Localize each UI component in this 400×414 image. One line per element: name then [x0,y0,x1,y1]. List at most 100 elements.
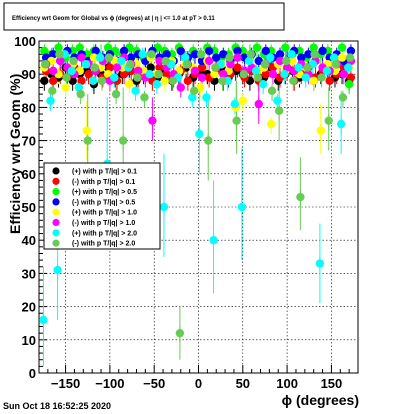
data-point [103,43,113,52]
data-point [81,60,91,69]
data-point [88,76,98,86]
legend-label: (-) with p T/|q| > 0.5 [72,199,135,206]
data-point [48,50,58,59]
data-point [176,83,185,92]
data-point [331,60,341,69]
data-point [147,50,156,59]
data-point [324,116,333,125]
data-point [104,53,114,62]
timestamp-footer: Sun Oct 18 16:52:25 2020 [3,401,111,411]
data-point [318,46,327,56]
data-point [344,63,353,72]
data-point [125,79,134,89]
data-point [75,43,84,52]
x-tick-label: 150 [321,376,343,391]
y-tick-label: 60 [22,167,36,182]
data-point [288,56,297,66]
data-point [138,50,147,59]
data-point [266,53,275,62]
data-point [252,43,262,52]
legend-marker [52,229,60,237]
legend-label: (-) with p T/|q| > 2.0 [72,241,135,248]
data-point [197,63,207,72]
data-point [159,202,169,212]
data-point [315,259,325,268]
legend-label: (+) with p T/|q| > 1.0 [72,210,137,217]
data-point [233,63,242,72]
legend-marker [52,239,60,247]
data-point [246,50,255,59]
y-tick-label: 50 [22,200,36,215]
legend-label: (+) with p T/|q| > 2.0 [72,230,137,237]
data-point [303,63,312,72]
data-point [145,70,154,79]
data-point [160,76,170,86]
y-tick-label: 10 [22,333,36,348]
data-point [111,56,120,66]
data-point [82,126,92,135]
data-point [97,76,107,86]
data-point [55,50,64,59]
data-point [309,43,318,52]
data-point [239,70,248,79]
legend-label: (+) with p T/|q| > 0.1 [72,169,137,176]
data-point [39,315,48,325]
data-point [46,96,55,105]
data-point [83,136,92,145]
data-point [176,46,185,56]
data-point [225,53,234,62]
data-point [119,46,129,56]
y-tick-label: 90 [22,67,36,82]
data-point [261,70,271,79]
data-point [162,50,171,59]
data-point [282,56,291,66]
data-point [253,73,263,82]
data-point [230,99,240,109]
legend-marker [52,218,60,227]
data-point [74,83,84,92]
y-tick-label: 20 [22,300,36,315]
data-point [40,46,49,56]
data-point [310,50,319,59]
data-point [287,50,296,59]
legend: (+) with p T/|q| > 0.1 (-) with p T/|q| >… [43,162,161,250]
x-tick-label: 50 [236,376,250,391]
data-point [232,116,241,125]
data-point [346,46,356,56]
data-point [273,96,282,105]
data-point [48,86,57,96]
y-tick-label: 70 [22,134,36,149]
y-tick-label: 100 [14,34,36,49]
data-point [105,63,115,72]
data-point [133,73,142,82]
legend-box [43,162,161,250]
data-point [219,70,228,79]
data-point [155,63,164,72]
x-tick-label: 0 [195,376,202,391]
data-point [62,73,71,82]
data-point [188,93,197,102]
data-point [336,119,346,129]
data-point [190,66,200,76]
data-point [254,99,263,109]
data-point [131,86,140,96]
data-point [197,73,207,82]
data-point [233,53,242,62]
data-point [261,46,271,56]
data-point [76,89,85,99]
data-point [126,53,136,62]
x-tick-label: −150 [51,376,80,391]
data-point [238,96,248,105]
data-point [202,93,211,102]
data-point [148,116,157,125]
data-point [196,83,205,92]
data-point [267,86,277,96]
data-point [111,89,121,99]
data-point [251,66,261,76]
data-point [77,53,86,62]
data-point [210,70,219,79]
data-point [219,50,228,59]
data-point [183,76,193,86]
data-point [181,53,190,62]
data-point [162,70,171,79]
